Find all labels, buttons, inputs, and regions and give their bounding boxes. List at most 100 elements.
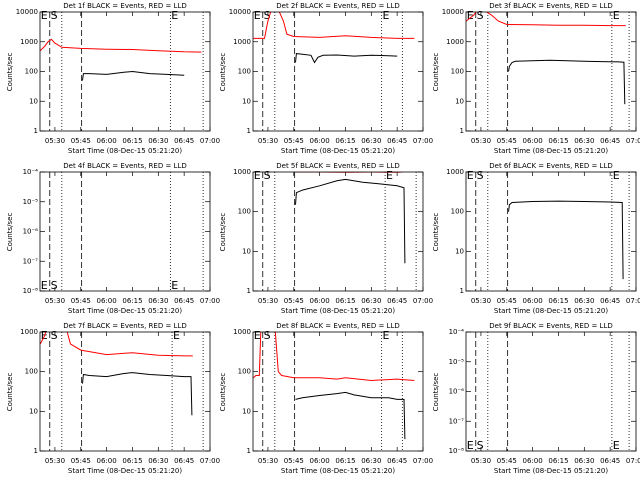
panel: Det 6f BLACK = Events, RED = LLD Counts/s… xyxy=(432,162,640,315)
x-tick-label: 06:30 xyxy=(148,297,168,305)
y-tick-label: 10⁻⁷ xyxy=(449,417,465,425)
x-tick-label: 05:30 xyxy=(258,137,278,145)
x-tick-label: 07:00 xyxy=(626,137,640,145)
x-tick-label: 06:45 xyxy=(600,297,620,305)
x-axis-label: Start Time (08-Dec-15 05:21:20) xyxy=(494,307,608,315)
panel-title: Det 5f BLACK = Events, RED = LLD xyxy=(276,162,399,170)
y-axis-label: Counts/sec xyxy=(219,53,227,92)
x-tick-label: 06:45 xyxy=(600,457,620,465)
x-tick-label: 06:45 xyxy=(174,457,194,465)
x-tick-label: 06:00 xyxy=(523,457,543,465)
x-tick-label: 07:00 xyxy=(200,457,220,465)
panel-title: Det 6f BLACK = Events, RED = LLD xyxy=(489,162,612,170)
y-tick-label: 1000 xyxy=(233,168,251,176)
y-tick-label: 100 xyxy=(238,208,251,216)
x-axis-label: Start Time (08-Dec-15 05:21:20) xyxy=(494,467,608,475)
panel: Det 7f BLACK = Events, RED = LLD Counts/s… xyxy=(6,322,220,475)
x-tick-label: 06:45 xyxy=(174,137,194,145)
x-axis-label: Start Time (08-Dec-15 05:21:20) xyxy=(281,467,395,475)
annotation: E xyxy=(383,329,390,342)
x-tick-label: 06:15 xyxy=(548,137,568,145)
x-tick-label: 06:00 xyxy=(523,137,543,145)
y-tick-label: 10 xyxy=(455,247,464,255)
y-tick-label: 1 xyxy=(247,287,251,295)
y-tick-label: 1 xyxy=(247,447,251,455)
x-tick-label: 06:15 xyxy=(548,457,568,465)
plot-frame xyxy=(252,11,424,132)
annotation: S xyxy=(477,439,484,452)
x-tick-label: 06:30 xyxy=(361,137,381,145)
plot-frame xyxy=(465,331,637,452)
x-tick-label: 06:30 xyxy=(574,137,594,145)
plot-frame xyxy=(39,11,211,132)
x-tick-label: 05:45 xyxy=(71,457,91,465)
x-tick-label: 06:00 xyxy=(97,297,117,305)
series-line xyxy=(253,12,415,39)
annotation: E xyxy=(254,9,261,22)
panel-title: Det 4f BLACK = Events, RED = LLD xyxy=(63,162,186,170)
x-tick-label: 05:45 xyxy=(497,297,517,305)
x-axis-label: Start Time (08-Dec-15 05:21:20) xyxy=(68,147,182,155)
panel: Det 9f BLACK = Events, RED = LLD Counts/s… xyxy=(432,322,640,475)
annotation: S xyxy=(264,329,271,342)
x-tick-label: 06:45 xyxy=(387,297,407,305)
x-tick-label: 05:45 xyxy=(71,297,91,305)
y-tick-label: 10⁻⁶ xyxy=(449,388,465,396)
panel: Det 4f BLACK = Events, RED = LLD Counts/s… xyxy=(6,162,220,315)
x-axis-label: Start Time (08-Dec-15 05:21:20) xyxy=(281,147,395,155)
x-tick-label: 07:00 xyxy=(413,457,433,465)
x-tick-label: 06:00 xyxy=(310,457,330,465)
x-tick-label: 05:45 xyxy=(284,137,304,145)
panel-title: Det 7f BLACK = Events, RED = LLD xyxy=(63,322,186,330)
x-tick-label: 05:30 xyxy=(258,457,278,465)
annotation: E xyxy=(613,439,620,452)
panel: Det 2f BLACK = Events, RED = LLD Counts/s… xyxy=(219,2,433,155)
annotation: E xyxy=(254,329,261,342)
y-tick-label: 10000 xyxy=(16,8,38,16)
x-tick-label: 06:30 xyxy=(148,137,168,145)
series-line xyxy=(82,70,185,81)
y-tick-label: 100 xyxy=(25,368,38,376)
x-tick-label: 07:00 xyxy=(626,457,640,465)
panel: Det 1f BLACK = Events, RED = LLD Counts/s… xyxy=(6,2,220,155)
y-tick-label: 10⁻⁸ xyxy=(23,287,39,295)
y-axis-label: Counts/sec xyxy=(6,53,14,92)
x-tick-label: 05:30 xyxy=(45,457,65,465)
y-tick-label: 1000 xyxy=(20,328,38,336)
x-axis-label: Start Time (08-Dec-15 05:21:20) xyxy=(281,307,395,315)
x-tick-label: 07:00 xyxy=(413,297,433,305)
y-tick-label: 10⁻⁵ xyxy=(23,198,39,206)
x-axis-label: Start Time (08-Dec-15 05:21:20) xyxy=(494,147,608,155)
y-axis-label: Counts/sec xyxy=(6,213,14,252)
annotation: E xyxy=(173,329,180,342)
x-tick-label: 06:00 xyxy=(310,137,330,145)
y-tick-label: 1000 xyxy=(446,168,464,176)
x-tick-label: 06:30 xyxy=(361,457,381,465)
x-tick-label: 06:00 xyxy=(310,297,330,305)
series-line xyxy=(508,200,624,280)
annotation: E xyxy=(613,169,620,182)
series-line xyxy=(295,391,406,440)
annotation: S xyxy=(477,9,484,22)
panel-title: Det 9f BLACK = Events, RED = LLD xyxy=(489,322,612,330)
y-tick-label: 1 xyxy=(34,447,38,455)
x-tick-label: 06:15 xyxy=(335,297,355,305)
x-tick-label: 06:45 xyxy=(174,297,194,305)
y-axis-label: Counts/sec xyxy=(6,373,14,412)
y-tick-label: 10 xyxy=(455,97,464,105)
plot-frame xyxy=(465,11,637,132)
annotation: S xyxy=(477,169,484,182)
y-tick-label: 10⁻⁶ xyxy=(23,228,39,236)
x-tick-label: 06:30 xyxy=(574,297,594,305)
x-tick-label: 07:00 xyxy=(413,137,433,145)
plot-frame xyxy=(465,171,637,292)
annotation: E xyxy=(41,9,48,22)
annotation: E xyxy=(254,169,261,182)
series-line xyxy=(466,12,626,27)
x-tick-label: 06:45 xyxy=(387,457,407,465)
annotation: E xyxy=(613,9,620,22)
y-tick-label: 1000 xyxy=(446,38,464,46)
series-line xyxy=(40,38,202,53)
